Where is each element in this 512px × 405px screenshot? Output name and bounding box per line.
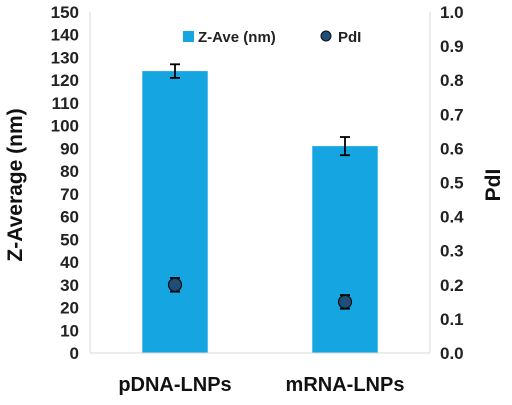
- y-tick-left: 70: [60, 185, 79, 204]
- category-labels: pDNA-LNPs mRNA-LNPs: [118, 374, 404, 396]
- y-tick-left: 10: [60, 321, 79, 340]
- legend-label-zave: Z-Ave (nm): [198, 29, 276, 46]
- y-tick-left: 100: [51, 117, 79, 136]
- pdi-points: [167, 277, 353, 310]
- y-tick-right: 0.3: [440, 242, 464, 261]
- y-tick-left: 80: [60, 162, 79, 181]
- y-tick-right: 0.7: [440, 105, 464, 124]
- y-tick-right: 0.4: [440, 208, 464, 227]
- y-tick-left: 0: [70, 344, 79, 363]
- point-pdi: [167, 277, 183, 292]
- y-tick-right: 0.9: [440, 37, 464, 56]
- y-tick-left: 130: [51, 48, 79, 67]
- y-tick-left: 140: [51, 26, 79, 45]
- legend: Z-Ave (nm) PdI: [183, 29, 361, 46]
- bar-zave: [142, 71, 208, 354]
- y-tick-left: 110: [52, 94, 79, 113]
- category-label: mRNA-LNPs: [286, 374, 405, 396]
- legend-label-pdi: PdI: [338, 29, 361, 46]
- y-axis-right-title: PdI: [482, 169, 505, 202]
- bar-zave: [312, 146, 378, 353]
- y-tick-right: 0.2: [440, 276, 464, 295]
- y-tick-right: 0.8: [440, 71, 464, 90]
- y-tick-left: 60: [60, 208, 79, 227]
- y-tick-left: 20: [60, 299, 79, 318]
- y-tick-right: 1.0: [440, 3, 464, 22]
- category-label: pDNA-LNPs: [118, 374, 231, 396]
- y-tick-right: 0.6: [440, 139, 464, 158]
- y-axis-left-title: Z-Average (nm): [4, 108, 27, 261]
- y-tick-left: 50: [60, 230, 79, 249]
- y-tick-left: 150: [51, 3, 79, 22]
- y-tick-right: 0.5: [440, 174, 464, 193]
- y-tick-right: 0.1: [440, 310, 464, 329]
- y-tick-left: 40: [60, 253, 79, 272]
- legend-swatch-zave: [183, 31, 194, 42]
- point-pdi: [337, 294, 353, 309]
- bars: [142, 63, 378, 354]
- left-axis-ticks: 0 10 20 30 40 50 60 70 80 90 100 110 120 130 140 150: [51, 3, 79, 363]
- y-tick-left: 30: [60, 276, 79, 295]
- y-tick-left: 120: [51, 71, 79, 90]
- y-tick-right: 0.0: [440, 344, 464, 363]
- y-tick-left: 90: [60, 139, 79, 158]
- right-axis-ticks: 0.0 0.1 0.2 0.3 0.4 0.5 0.6 0.7 0.8 0.9 1.0: [440, 3, 464, 363]
- legend-swatch-pdi: [320, 30, 332, 42]
